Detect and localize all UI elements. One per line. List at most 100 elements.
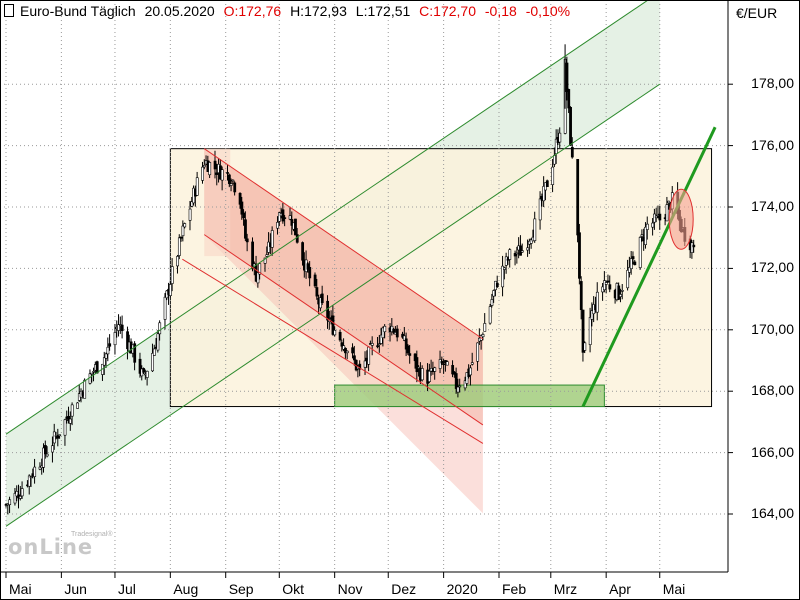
candle-body: [465, 372, 469, 384]
candle-body: [104, 353, 108, 359]
candle-body: [170, 266, 174, 284]
chart-title: Euro-Bund Täglich: [20, 3, 136, 19]
candle-body: [692, 244, 696, 248]
candle-body: [158, 322, 162, 335]
candle-body: [270, 230, 274, 248]
candle-body: [38, 466, 42, 470]
annotation-overlay: [5, 0, 717, 527]
candle-body: [301, 242, 305, 261]
candle-body: [619, 294, 622, 297]
y-tick-label: 176,00: [751, 136, 794, 153]
candle-body: [551, 166, 555, 185]
candle-body: [242, 212, 246, 219]
candle-body: [595, 291, 599, 313]
candle-body: [313, 274, 317, 287]
candle-body: [508, 249, 512, 260]
candle-body: [54, 435, 58, 437]
candle-body: [102, 357, 106, 366]
header-high: H:172,93: [290, 3, 347, 19]
y-tick-label: 166,00: [751, 443, 794, 460]
x-tick-label: Jul: [117, 581, 136, 597]
candle-body: [277, 212, 281, 222]
candle-body: [295, 234, 299, 243]
candle-body: [383, 325, 387, 333]
candle-body: [438, 359, 442, 369]
candle-body: [251, 241, 254, 270]
candle-body: [52, 431, 56, 444]
candle-body: [579, 281, 583, 311]
candle-body: [240, 201, 244, 215]
candle-body: [483, 323, 487, 332]
y-tick-label: 164,00: [751, 505, 794, 521]
green-channel-lower: [5, 83, 661, 527]
header-change: -0,18: [484, 3, 517, 19]
candle-body: [18, 495, 22, 499]
candle-body: [604, 282, 608, 285]
candle-body: [281, 209, 285, 222]
candle-body: [481, 334, 485, 338]
red-projection-fill: [204, 148, 483, 514]
candle-body: [608, 284, 612, 290]
candle-body: [138, 358, 142, 374]
candle-body: [201, 166, 204, 181]
candle-body: [117, 324, 121, 331]
candle-body: [638, 237, 642, 268]
collapse-toggle-icon[interactable]: [4, 4, 14, 17]
logo-wordmark: onLine: [8, 535, 94, 559]
candle-body: [229, 183, 233, 186]
candle-body: [529, 239, 533, 244]
candle-body: [8, 499, 12, 505]
candle-body: [342, 345, 346, 350]
candle-body: [513, 253, 517, 257]
candle-body: [163, 296, 167, 320]
candle-body: [640, 234, 644, 237]
x-tick-label: Sep: [228, 581, 254, 597]
candle-body: [565, 62, 569, 93]
candle-body: [213, 160, 217, 170]
candle-body: [469, 367, 472, 376]
candle-body: [542, 186, 546, 202]
candle-body: [215, 172, 219, 175]
candle-body: [88, 373, 92, 384]
candle-body: [183, 223, 187, 228]
candle-body: [315, 287, 319, 297]
candle-body: [120, 324, 124, 331]
candle-body: [470, 362, 474, 365]
candle-body: [631, 256, 635, 260]
candle-body: [76, 402, 79, 409]
candle-body: [376, 345, 380, 348]
candle-body: [440, 361, 444, 364]
candle-body: [151, 353, 154, 372]
candle-body: [51, 445, 54, 453]
x-tick-label: 2020: [446, 581, 478, 597]
candle-body: [428, 370, 431, 382]
candle-body: [353, 355, 356, 361]
chart-header: Euro-Bund Täglich 20.05.2020 O:172,76 H:…: [4, 3, 575, 19]
candle-body: [620, 290, 624, 292]
candle-body: [92, 370, 96, 373]
red-channel-lower: [203, 234, 484, 426]
candle-body: [456, 386, 460, 393]
candle-body: [169, 284, 172, 296]
x-tick-label: Mai: [662, 581, 686, 597]
uptrend-line: [581, 126, 717, 408]
annotation-layer: [6, 0, 713, 527]
candle-body: [488, 306, 492, 324]
candle-body: [181, 225, 185, 237]
candle-body: [176, 256, 179, 267]
candle-body: [628, 267, 631, 273]
candle-body: [331, 315, 335, 335]
candle-body: [351, 347, 355, 354]
support-zone: [334, 384, 605, 408]
candle-body: [588, 317, 592, 345]
candle-body: [503, 267, 506, 270]
candle-body: [606, 280, 610, 283]
candle-body: [378, 343, 381, 346]
y-tick-label: 168,00: [751, 382, 794, 399]
x-tick-label: Jun: [64, 581, 87, 597]
header-close: C:172,70: [419, 3, 476, 19]
candle-body: [83, 379, 87, 399]
candle-body: [267, 241, 271, 253]
candle-body: [338, 331, 342, 341]
candle-body: [417, 366, 421, 369]
